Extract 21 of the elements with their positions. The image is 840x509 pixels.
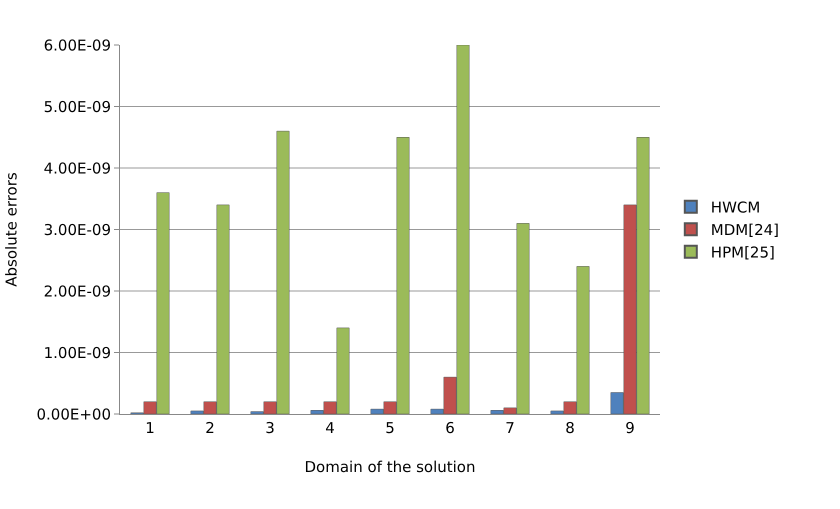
legend-label: MDM[24] — [710, 221, 780, 240]
x-axis-title: Domain of the solution — [304, 458, 476, 476]
y-tick-label: 2.00E-09 — [44, 282, 111, 300]
legend-label: HPM[25] — [710, 244, 775, 262]
x-tick-label: 7 — [505, 419, 515, 437]
y-tick-label: 5.00E-09 — [44, 98, 111, 116]
y-axis-title: Absolute errors — [2, 172, 21, 287]
x-tick-label: 3 — [265, 419, 275, 437]
x-tick-label: 4 — [325, 419, 335, 437]
x-tick-label: 1 — [145, 419, 155, 437]
x-tick-label: 9 — [625, 419, 635, 437]
x-tick-label: 6 — [445, 419, 455, 437]
y-tick-label: 6.00E-09 — [44, 36, 111, 54]
x-tick-label: 8 — [565, 419, 575, 437]
legend-label: HWCM — [710, 198, 760, 217]
y-tick-label: 3.00E-09 — [44, 220, 111, 239]
x-tick-label: 2 — [205, 419, 215, 437]
y-tick-label: 0.00E+00 — [36, 405, 111, 424]
y-tick-label: 4.00E-09 — [44, 159, 111, 178]
y-tick-label: 1.00E-09 — [44, 344, 111, 362]
x-tick-label: 5 — [385, 419, 395, 437]
